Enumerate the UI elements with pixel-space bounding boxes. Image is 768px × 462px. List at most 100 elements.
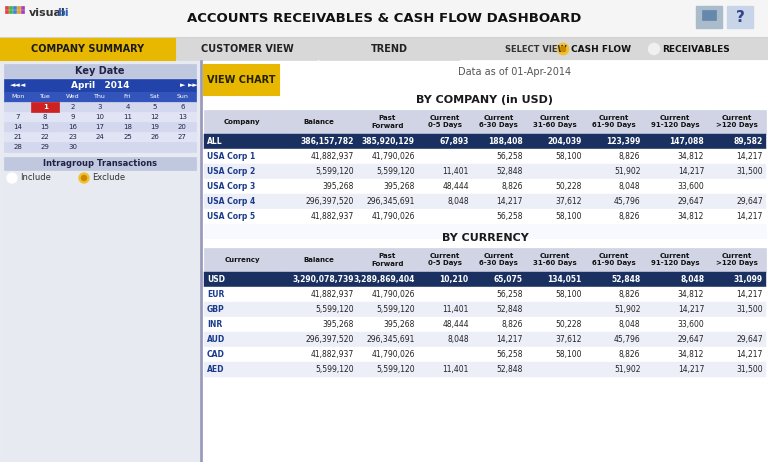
Text: Current
6-30 Days: Current 6-30 Days	[479, 254, 518, 267]
Text: 386,157,782: 386,157,782	[300, 137, 354, 146]
Text: 28: 28	[13, 144, 22, 150]
Bar	[280, 194, 357, 209]
Bar	[280, 347, 357, 362]
Text: 31,500: 31,500	[737, 305, 763, 314]
Bar	[319, 38, 459, 60]
Bar	[707, 194, 766, 209]
Text: 19: 19	[151, 124, 159, 130]
Text: 29: 29	[41, 144, 50, 150]
Bar	[4, 64, 196, 78]
Circle shape	[81, 176, 87, 181]
Text: ALL: ALL	[207, 137, 223, 146]
Bar	[357, 149, 418, 164]
Bar	[584, 317, 644, 332]
Bar	[707, 287, 766, 302]
Bar	[0, 38, 175, 60]
Bar	[418, 194, 472, 209]
Bar	[526, 332, 584, 347]
Bar	[644, 164, 707, 179]
Text: 14,217: 14,217	[737, 350, 763, 359]
Bar	[4, 102, 196, 112]
Bar	[4, 112, 196, 122]
Text: Current
91-120 Days: Current 91-120 Days	[651, 116, 700, 128]
Bar	[177, 38, 317, 60]
Text: 65,075: 65,075	[494, 275, 523, 284]
Text: VIEW CHART: VIEW CHART	[207, 75, 276, 85]
Text: 41,790,026: 41,790,026	[371, 212, 415, 221]
Text: ?: ?	[736, 10, 744, 24]
Text: 22: 22	[41, 134, 49, 140]
Text: Data as of 01-Apr-2014: Data as of 01-Apr-2014	[458, 67, 571, 77]
Text: 5,599,120: 5,599,120	[316, 365, 354, 374]
Text: 8: 8	[43, 114, 48, 120]
Bar	[17, 10, 20, 13]
Text: Currency: Currency	[224, 257, 260, 263]
Text: 41,882,937: 41,882,937	[311, 152, 354, 161]
Text: visual: visual	[29, 8, 66, 18]
Text: 58,100: 58,100	[555, 152, 581, 161]
Bar	[526, 149, 584, 164]
Bar	[204, 209, 280, 224]
Text: 395,268: 395,268	[323, 320, 354, 329]
Text: 8,048: 8,048	[619, 320, 641, 329]
Bar	[472, 149, 526, 164]
Bar	[707, 317, 766, 332]
Bar	[644, 332, 707, 347]
Text: Current
61-90 Days: Current 61-90 Days	[592, 254, 636, 267]
Text: 41,790,026: 41,790,026	[371, 152, 415, 161]
Bar	[418, 272, 472, 287]
Text: 56,258: 56,258	[496, 212, 523, 221]
Bar	[584, 194, 644, 209]
Text: 5,599,120: 5,599,120	[316, 167, 354, 176]
Text: 395,268: 395,268	[383, 182, 415, 191]
Text: 34,812: 34,812	[678, 350, 704, 359]
Text: Balance: Balance	[303, 257, 334, 263]
Bar	[526, 110, 584, 134]
Bar	[31, 102, 59, 112]
Text: 41,882,937: 41,882,937	[311, 290, 354, 299]
Bar	[472, 272, 526, 287]
Bar	[526, 302, 584, 317]
Text: CUSTOMER VIEW: CUSTOMER VIEW	[200, 44, 293, 54]
Text: 52,848: 52,848	[611, 275, 641, 284]
Text: 8,826: 8,826	[619, 212, 641, 221]
Text: 134,051: 134,051	[548, 275, 581, 284]
Bar	[4, 142, 196, 152]
Bar	[644, 347, 707, 362]
Bar	[584, 287, 644, 302]
Text: Thu: Thu	[94, 95, 106, 99]
Bar	[644, 134, 707, 149]
Text: 41,790,026: 41,790,026	[371, 350, 415, 359]
Bar	[584, 332, 644, 347]
Bar	[418, 362, 472, 377]
Bar	[472, 287, 526, 302]
Bar	[418, 347, 472, 362]
Text: Include: Include	[20, 174, 51, 182]
Text: 34,812: 34,812	[678, 152, 704, 161]
Bar	[707, 149, 766, 164]
Bar	[472, 110, 526, 134]
Bar	[280, 134, 357, 149]
Text: 29,647: 29,647	[677, 197, 704, 206]
Bar	[357, 110, 418, 134]
Text: Fri: Fri	[124, 95, 131, 99]
Bar	[418, 209, 472, 224]
Bar	[584, 134, 644, 149]
Text: 14,217: 14,217	[737, 290, 763, 299]
Text: 14: 14	[13, 124, 22, 130]
Text: Current
6-30 Days: Current 6-30 Days	[479, 116, 518, 128]
Bar	[204, 65, 279, 95]
Text: 31,500: 31,500	[737, 167, 763, 176]
Text: ►►: ►►	[188, 83, 199, 89]
Bar	[707, 302, 766, 317]
Bar	[21, 10, 24, 13]
Bar	[4, 132, 196, 142]
Text: 8,826: 8,826	[619, 350, 641, 359]
Bar	[700, 6, 718, 14]
Circle shape	[79, 173, 89, 183]
Text: GBP: GBP	[207, 305, 225, 314]
Bar	[280, 164, 357, 179]
Text: Sat: Sat	[150, 95, 160, 99]
Text: 58,100: 58,100	[555, 212, 581, 221]
Text: EUR: EUR	[207, 290, 224, 299]
